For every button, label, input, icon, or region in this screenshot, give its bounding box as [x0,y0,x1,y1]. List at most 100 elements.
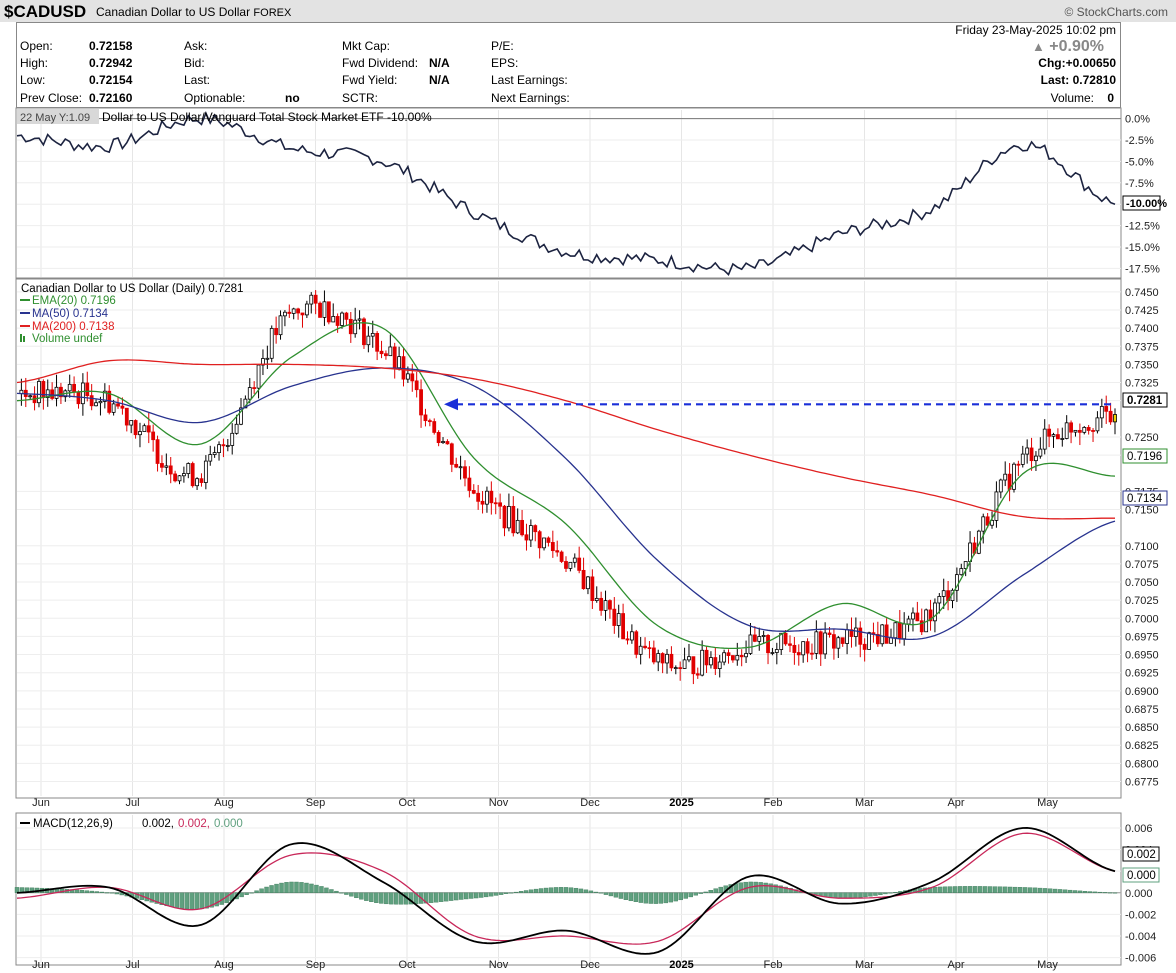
candle-body [168,465,173,475]
candle-body [981,516,986,532]
candle-body [717,661,722,669]
price-month-label: Mar [855,797,874,809]
macd-histogram-bar [688,892,693,898]
macd-histogram-bar [1102,892,1108,894]
macd-histogram-bar [518,891,524,893]
signal-line [16,832,1116,945]
exchange-label: FOREX [253,7,292,19]
macd-histogram-bar [239,892,244,898]
macd-histogram-bar [473,892,479,899]
candle-body [752,634,757,642]
price-tick-label: 0.6975 [1125,631,1159,643]
macd-histogram-bar [1037,887,1043,893]
candle-body [476,492,481,502]
candle-body [770,652,775,654]
macd-histogram-bar [563,887,569,893]
macd-histogram-bar [948,886,953,893]
price-panel-frame [15,278,1122,799]
candle-body [893,622,898,639]
macd-histogram-bar [888,892,893,894]
macd-histogram-bar [454,892,459,901]
macd-histogram-bar [783,886,788,893]
macd-histogram-bar [384,892,389,905]
candle-body [203,460,208,483]
price-tick-label: 0.6950 [1125,650,1159,662]
macd-histogram-bar [169,892,174,908]
candle-body [423,414,428,422]
prev-close-value: 0.72160 [89,91,133,105]
price-tick-label: 0.7450 [1125,287,1159,299]
candle-body [990,520,994,526]
brand-label: © StockCharts.com [1064,5,1168,19]
candle-body [269,328,274,359]
candle-body [177,475,182,482]
macd-histogram-bar [209,892,214,908]
macd-histogram-bar [873,892,878,896]
candle-body [581,569,586,590]
candle-body [704,649,709,666]
candle-body [959,568,964,576]
macd-histogram-bar [1057,889,1063,893]
macd-badge-value: 0.002 [1127,849,1156,861]
candle-body [76,391,81,405]
macd-tick-label: 0.006 [1125,823,1153,835]
macd-histogram-bar [483,892,489,898]
macd-histogram-bar [978,886,983,893]
candle-body [427,420,432,423]
candle-body [107,390,112,413]
candle-body [59,386,63,398]
candle-body [730,655,735,661]
volume-value: 0 [1107,91,1114,105]
candle-body [212,452,217,455]
macd-histogram-bar [269,885,274,893]
price-tick-label: 0.7000 [1125,613,1159,625]
macd-histogram-bar [324,887,329,893]
macd-histogram-bar [29,887,35,893]
candle-body [941,590,946,597]
candle-body [550,542,555,552]
candle-body [629,631,634,641]
candle-body [278,315,283,336]
candle-body [208,454,213,462]
macd-histogram-bar [738,882,743,893]
ratio-tick-label: -12.5% [1125,221,1160,233]
candle-body [933,602,937,622]
macd-histogram-bar [374,892,379,903]
candle-body [761,635,766,637]
candle-body [858,627,863,645]
ema-badge-value: 0.7196 [1127,451,1162,463]
candle-body [594,597,599,601]
macd-histogram-bar [284,882,289,893]
macd-month-label: Feb [764,959,783,971]
macd-histogram-bar [498,892,504,895]
macd-histogram-bar [244,892,249,895]
candle-body [37,381,41,404]
bid-label: Bid: [184,56,205,70]
macd-histogram-bar [493,892,499,896]
macd-histogram-bar [349,892,354,897]
macd-histogram-bar [134,892,139,899]
price-month-label: Feb [764,797,783,809]
candle-body [335,316,340,326]
candle-body [537,531,542,549]
candle-body [555,550,560,553]
macd-histogram-bar [179,892,184,909]
macd-month-label: Nov [489,959,509,971]
candle-body [840,637,845,644]
candle-body [533,525,538,533]
candle-body [1064,422,1069,439]
ratio-tick-label: -7.5% [1125,178,1154,190]
candle-body [564,561,568,569]
macd-histogram-bar [1042,888,1048,893]
candle-body [124,407,129,426]
price-month-label: Dec [580,797,600,809]
macd-histogram-bar [858,892,863,898]
candle-body [1034,455,1038,462]
macd-histogram-bar [439,892,444,902]
macd-histogram-bar [319,886,324,893]
candle-body [928,609,933,622]
price-tick-label: 0.7375 [1125,341,1159,353]
candle-body [375,332,380,352]
macd-histogram-bar [603,892,609,895]
macd-histogram-bar [304,882,309,893]
